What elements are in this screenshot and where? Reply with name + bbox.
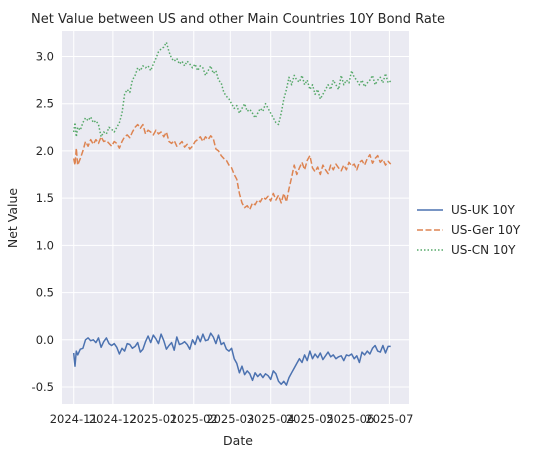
plot-area — [62, 31, 409, 404]
y-tick-label: 0.0 — [36, 333, 54, 347]
x-tick-label: 2025-03 — [206, 412, 254, 426]
y-tick-label: -0.5 — [32, 380, 54, 394]
y-tick-label: 3.0 — [36, 49, 54, 63]
legend-label: US-Ger 10Y — [451, 223, 521, 237]
series-line — [72, 332, 391, 386]
legend-label: US-CN 10Y — [451, 243, 516, 257]
series-line — [72, 123, 392, 211]
x-tick-label: 2025-07 — [365, 412, 413, 426]
y-axis-label: Net Value — [5, 188, 20, 249]
y-tick-labels: -0.5 0.0 0.5 1.0 1.5 2.0 2.5 3.0 — [32, 49, 54, 394]
x-tick-label: 2025-06 — [326, 412, 374, 426]
x-tick-labels: 2024-112024-122025-012025-022025-032025-… — [50, 412, 414, 426]
x-axis-label: Date — [223, 433, 253, 448]
x-tick-label: 2024-12 — [89, 412, 137, 426]
legend-label: US-UK 10Y — [451, 203, 515, 217]
x-tick-label: 2025-02 — [170, 412, 218, 426]
series-lines — [72, 41, 392, 386]
y-tick-label: 1.5 — [36, 191, 54, 205]
x-tick-label: 2025-01 — [129, 412, 177, 426]
y-tick-label: 2.0 — [36, 144, 54, 158]
x-tick-label: 2025-05 — [286, 412, 334, 426]
x-tick-label: 2025-04 — [247, 412, 295, 426]
legend: US-UK 10Y US-Ger 10Y US-CN 10Y — [417, 203, 521, 257]
y-tick-label: 1.0 — [36, 238, 54, 252]
x-tick-label: 2024-11 — [50, 412, 98, 426]
chart-title: Net Value between US and other Main Coun… — [31, 12, 445, 27]
y-tick-label: 2.5 — [36, 97, 54, 111]
grid-lines — [62, 31, 409, 404]
y-tick-label: 0.5 — [36, 286, 54, 300]
